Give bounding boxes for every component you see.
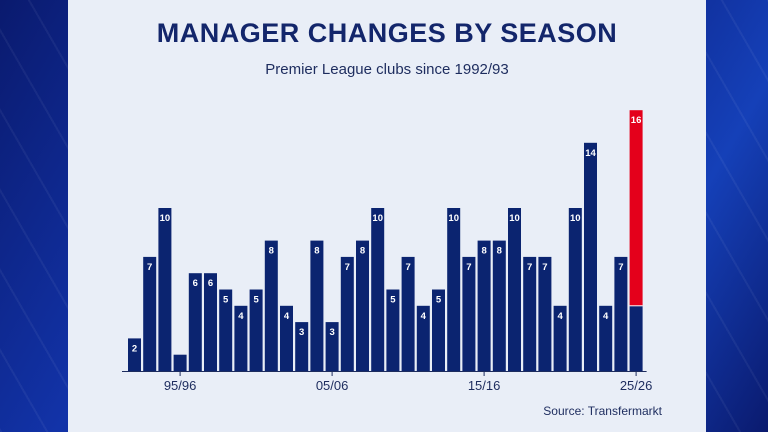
data-label: 8 [497,246,502,257]
data-label: 14 [585,148,596,159]
data-label: 8 [314,246,319,257]
bar [325,322,339,371]
bar [416,305,430,371]
bar [143,256,157,371]
data-label: 16 [631,115,642,126]
bar [447,208,461,371]
data-label: 5 [436,295,442,306]
bar [204,273,217,371]
bar [356,240,369,371]
bar [538,256,552,371]
data-label: 8 [481,246,486,257]
data-label: 5 [390,295,396,306]
data-label: 4 [421,311,427,322]
data-label: 3 [299,327,304,338]
bar [462,256,476,371]
bar [249,289,263,371]
bar [432,289,445,371]
data-label: 4 [603,311,609,322]
x-tick-label: 25/26 [620,378,653,393]
data-label: 4 [238,311,244,322]
source-note: Source: Transfermarkt [543,404,662,418]
data-label: 7 [542,262,547,273]
data-label: 4 [284,311,290,322]
data-label: 5 [253,295,259,306]
data-label: 7 [405,262,410,273]
data-label: 10 [570,213,581,224]
data-label: 6 [193,278,198,289]
bar [386,289,400,371]
data-label: 4 [557,311,563,322]
bar-highlight [629,110,643,306]
data-label: 7 [147,262,152,273]
data-label: 5 [223,295,229,306]
bar [614,256,628,371]
x-tick-label: 15/16 [468,378,501,393]
bar [128,338,141,371]
x-tick-label: 95/96 [164,378,197,393]
bar [492,240,506,371]
bar [523,256,537,371]
data-label: 8 [269,246,274,257]
data-label: 7 [466,262,471,273]
bar [280,305,293,371]
bar [310,240,324,371]
bar [173,354,187,371]
bar-base [629,305,643,371]
data-label: 7 [527,262,532,273]
bar [584,142,597,371]
data-label: 2 [132,343,137,354]
bar [219,289,233,371]
bar [553,305,567,371]
bar [295,322,309,371]
bar [158,208,172,371]
data-label: 10 [160,213,171,224]
data-label: 7 [618,262,623,273]
bar [234,305,248,371]
bar [264,240,278,371]
data-label: 8 [360,246,365,257]
data-label: 7 [345,262,350,273]
bar [508,208,521,371]
data-label: 3 [329,327,334,338]
bar [568,208,582,371]
bar [371,208,385,371]
data-label: 10 [372,213,383,224]
data-label: 10 [448,213,459,224]
x-tick-label: 05/06 [316,378,349,393]
data-label: 10 [509,213,520,224]
chart-subtitle: Premier League clubs since 1992/93 [265,61,509,78]
bar [401,256,415,371]
bar [599,305,613,371]
data-label: 6 [208,278,213,289]
bar [340,256,354,371]
bar [188,273,202,371]
bar [477,240,491,371]
chart-title: MANAGER CHANGES BY SEASON [156,18,618,48]
